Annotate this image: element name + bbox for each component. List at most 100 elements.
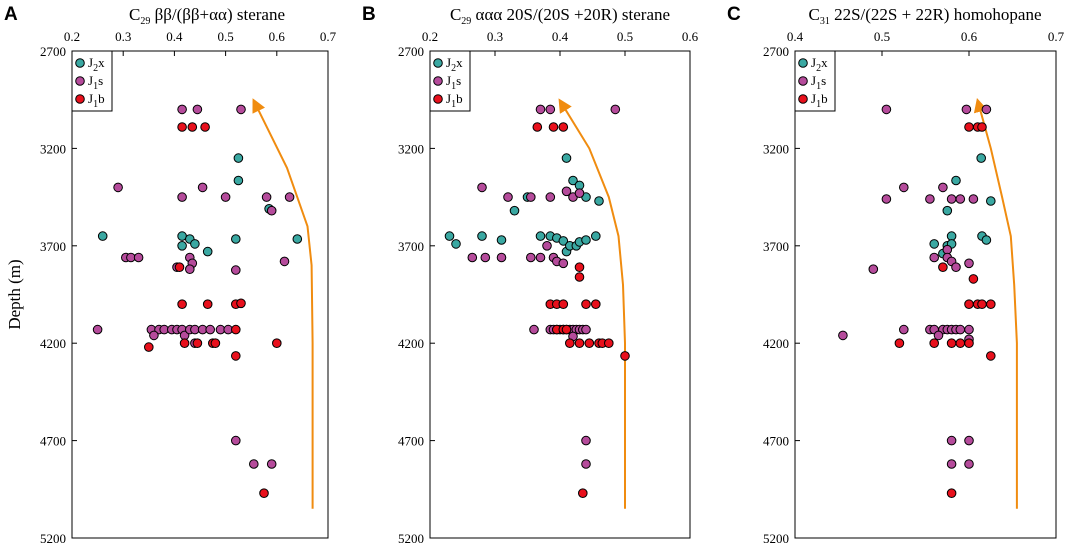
data-point-j1s bbox=[205, 324, 215, 335]
y-tick-label: 3700 bbox=[398, 239, 424, 254]
data-point-j2x bbox=[477, 231, 487, 241]
data-point-j1s bbox=[955, 194, 966, 204]
legend-marker-j1s bbox=[75, 76, 85, 86]
data-point-j1b bbox=[259, 488, 269, 499]
data-point-j1s bbox=[266, 459, 277, 469]
legend-marker-j2x bbox=[798, 58, 808, 68]
data-point-j1s bbox=[231, 265, 241, 275]
chart-title-rest: ααα 20S/(20S +20R) sterane bbox=[471, 5, 670, 24]
data-point-j1b bbox=[532, 122, 543, 132]
data-point-j1s bbox=[535, 104, 546, 115]
data-point-j1b bbox=[200, 122, 210, 132]
data-point-j1s bbox=[279, 256, 290, 267]
chart-title-rest: ββ/(ββ+αα) sterane bbox=[150, 5, 285, 24]
data-point-j1s bbox=[946, 194, 957, 204]
data-point-j1s bbox=[838, 330, 848, 341]
data-point-j1s bbox=[964, 459, 974, 469]
chart-title-sub: 29 bbox=[461, 16, 471, 27]
legend-label-j2x-main: J bbox=[88, 55, 93, 70]
x-tick-label: 0.6 bbox=[269, 29, 286, 44]
data-point-j2x bbox=[202, 246, 213, 257]
data-point-j1s bbox=[526, 252, 536, 263]
plot-frame bbox=[794, 50, 1057, 539]
data-point-j1b bbox=[968, 274, 979, 284]
y-tick-label: 2700 bbox=[40, 44, 66, 59]
data-point-j1s bbox=[192, 104, 203, 115]
legend-label-j2x-rest: x bbox=[98, 55, 105, 70]
y-tick-label: 4200 bbox=[398, 336, 424, 351]
x-tick-label: 0.5 bbox=[217, 29, 233, 44]
data-point-j1s bbox=[185, 264, 195, 275]
x-tick-label: 0.4 bbox=[552, 29, 569, 44]
data-point-j1b bbox=[604, 338, 614, 349]
data-point-j2x bbox=[177, 241, 187, 251]
y-tick-label: 4200 bbox=[763, 336, 789, 351]
x-tick-label: 0.5 bbox=[617, 29, 633, 44]
legend-label-j1b: J1b bbox=[88, 91, 105, 110]
data-point-j1s bbox=[581, 435, 591, 446]
data-point-j1s bbox=[981, 104, 992, 115]
x-tick-label: 0.2 bbox=[64, 29, 80, 44]
data-point-j1s bbox=[964, 324, 974, 335]
data-point-j1b bbox=[929, 338, 940, 349]
data-point-j2x bbox=[451, 239, 461, 249]
data-point-j1b bbox=[986, 351, 996, 361]
legend-label-j2x: J2x bbox=[88, 55, 105, 74]
y-tick-label: 3700 bbox=[763, 239, 789, 254]
x-tick-label: 0.6 bbox=[961, 29, 978, 44]
y-tick-label: 5200 bbox=[398, 531, 424, 544]
x-tick-label: 0.5 bbox=[874, 29, 890, 44]
panel-letter: C bbox=[727, 4, 741, 25]
x-tick-label: 0.4 bbox=[787, 29, 804, 44]
legend-marker-j1b bbox=[798, 94, 808, 104]
plot-frame bbox=[71, 50, 329, 539]
legend-label-j1s-main: J bbox=[88, 73, 93, 88]
data-point-j1s bbox=[951, 262, 961, 273]
data-point-j1b bbox=[986, 299, 996, 310]
data-point-j2x bbox=[231, 234, 241, 244]
data-point-j2x bbox=[535, 231, 546, 241]
data-point-j1b bbox=[231, 324, 241, 335]
y-tick-label: 3700 bbox=[40, 239, 66, 254]
chart-title-sub: 31 bbox=[820, 16, 830, 27]
data-point-j1s bbox=[197, 182, 208, 193]
data-point-j2x bbox=[233, 153, 244, 163]
legend-marker-j1s bbox=[798, 76, 808, 86]
data-point-j1s bbox=[503, 192, 513, 202]
legend-label-j1b-sub: 1 bbox=[816, 99, 821, 110]
y-tick-label: 3200 bbox=[398, 141, 424, 156]
data-point-j1b bbox=[894, 338, 905, 349]
data-point-j2x bbox=[97, 231, 108, 241]
data-point-j1s bbox=[610, 104, 621, 115]
legend-label-j2x-main: J bbox=[811, 55, 816, 70]
chart-title: C29 ββ/(ββ+αα) sterane bbox=[129, 5, 285, 27]
chart-title-sub: 29 bbox=[140, 16, 150, 27]
y-tick-label: 5200 bbox=[40, 531, 66, 544]
legend-label-j1s-sub: 1 bbox=[451, 81, 456, 92]
data-point-j1b bbox=[558, 299, 569, 310]
y-tick-label: 4700 bbox=[398, 434, 424, 449]
legend-label-j1s-sub: 1 bbox=[93, 81, 98, 92]
legend-label-j2x-sub: 2 bbox=[451, 63, 456, 74]
data-point-j1b bbox=[964, 299, 974, 310]
legend-label-j1b: J1b bbox=[811, 91, 828, 110]
trend-arrow bbox=[252, 98, 314, 509]
y-tick-label: 4200 bbox=[40, 336, 66, 351]
data-point-j1b bbox=[977, 299, 987, 310]
data-point-j2x bbox=[591, 231, 601, 241]
data-point-j1s bbox=[968, 194, 979, 204]
legend-label-j2x: J2x bbox=[811, 55, 828, 74]
data-point-j1s bbox=[261, 192, 272, 202]
y-tick-label: 3200 bbox=[40, 141, 66, 156]
y-axis-label: Depth (m) bbox=[5, 259, 24, 329]
data-point-j1s bbox=[561, 186, 572, 197]
x-tick-label: 0.4 bbox=[166, 29, 183, 44]
data-point-j1b bbox=[578, 488, 588, 499]
data-point-j1b bbox=[584, 338, 595, 349]
y-tick-label: 2700 bbox=[398, 44, 424, 59]
y-tick-label: 2700 bbox=[763, 44, 789, 59]
data-point-j1b bbox=[174, 262, 185, 273]
data-point-j1b bbox=[192, 338, 203, 349]
data-point-j2x bbox=[568, 175, 578, 186]
data-point-j1s bbox=[955, 324, 966, 335]
